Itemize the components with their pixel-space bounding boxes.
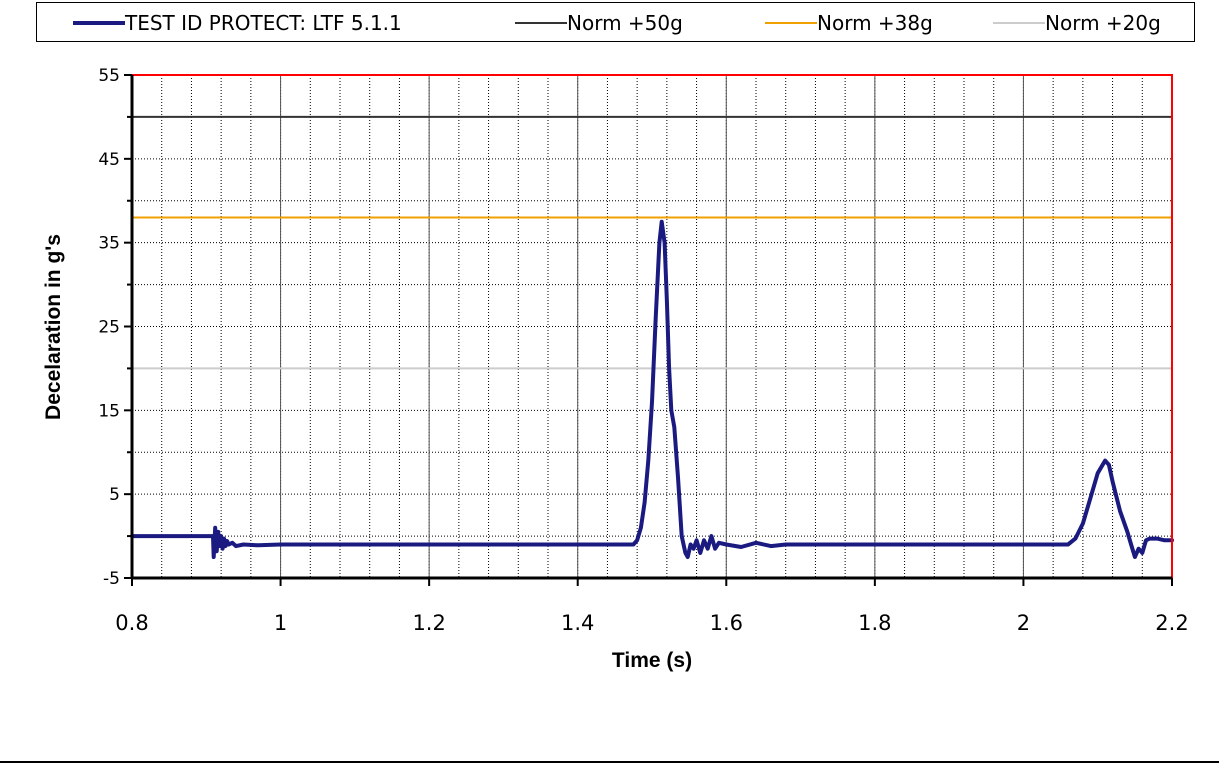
- legend-label-norm50: Norm +50g: [567, 11, 683, 35]
- grid-lines: [132, 75, 1172, 578]
- legend-swatch-norm20: [993, 22, 1045, 24]
- legend-item-norm20: Norm +20g: [993, 11, 1161, 35]
- x-axis-title: Time (s): [612, 649, 692, 672]
- legend-label-norm20: Norm +20g: [1045, 11, 1161, 35]
- chart-legend: TEST ID PROTECT: LTF 5.1.1 Norm +50g Nor…: [36, 2, 1195, 42]
- y-tick-label: 45: [98, 150, 120, 170]
- y-tick-label: 55: [98, 66, 120, 86]
- x-tick-label: 1.4: [561, 611, 594, 635]
- x-tick-label: 1.2: [412, 611, 445, 635]
- y-tick-label: 5: [109, 485, 120, 505]
- test-series: [130, 219, 1174, 559]
- x-tick-label: 2.2: [1155, 611, 1188, 635]
- y-tick-label: 25: [98, 318, 120, 338]
- y-tick-label: -5: [103, 569, 120, 589]
- x-tick-label: 2: [1017, 611, 1030, 635]
- legend-swatch-norm38: [765, 22, 817, 24]
- legend-label-norm38: Norm +38g: [817, 11, 933, 35]
- y-tick-label: 15: [98, 401, 120, 421]
- legend-swatch-test: [73, 21, 125, 25]
- legend-item-test: TEST ID PROTECT: LTF 5.1.1: [73, 11, 402, 35]
- legend-swatch-norm50: [515, 22, 567, 24]
- x-tick-label: 1: [274, 611, 287, 635]
- y-tick-label: 35: [98, 234, 120, 254]
- y-axis-title: Decelaration in g's: [42, 234, 65, 420]
- legend-item-norm50: Norm +50g: [515, 11, 683, 35]
- tick-labels: -5 5 15 25 35 45 55 0.8 1 1.2 1.4 1.6 1.8 2 2.2: [98, 66, 1188, 635]
- axes: [124, 74, 1173, 586]
- bottom-divider: [0, 761, 1219, 763]
- legend-label-test: TEST ID PROTECT: LTF 5.1.1: [125, 11, 402, 35]
- x-tick-label: 0.8: [115, 611, 148, 635]
- x-tick-label: 1.6: [710, 611, 743, 635]
- x-tick-label: 1.8: [858, 611, 891, 635]
- series-line-test: [130, 219, 1174, 559]
- legend-item-norm38: Norm +38g: [765, 11, 933, 35]
